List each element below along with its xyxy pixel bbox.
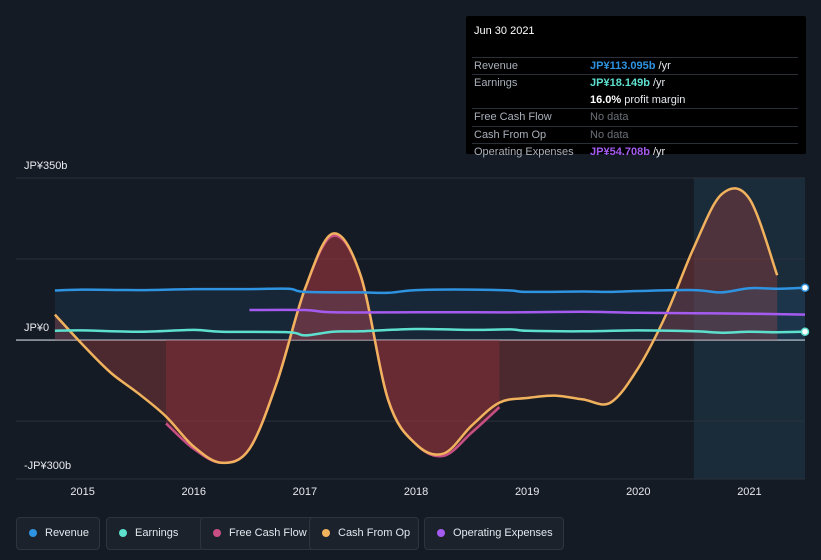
legend-label: Free Cash Flow <box>229 527 307 539</box>
revenue-dot-icon <box>29 529 37 537</box>
x-tick-label: 2016 <box>182 486 206 498</box>
y-axis-bottom-label: -JP¥300b <box>24 460 72 472</box>
operating-expenses-dot-icon <box>437 529 445 537</box>
x-tick-label: 2020 <box>626 486 650 498</box>
x-tick-label: 2015 <box>70 486 94 498</box>
tooltip-label: Free Cash Flow <box>474 111 552 123</box>
operating-expenses-line <box>249 308 806 316</box>
x-tick-label: 2019 <box>515 486 539 498</box>
cash-from-op-area <box>54 188 778 463</box>
tooltip-value: JP¥18.149b /yr <box>590 77 666 89</box>
tooltip-value: JP¥113.095b /yr <box>590 60 671 72</box>
tooltip-row-earnings: Earnings JP¥18.149b /yr <box>466 74 806 91</box>
legend-item-cash-from-op[interactable]: Cash From Op <box>309 517 419 550</box>
tooltip-value: JP¥54.708b /yr <box>590 146 666 158</box>
revenue-end-marker <box>800 283 810 292</box>
y-axis-zero-label: JP¥0 <box>24 322 50 334</box>
revenue-area <box>54 287 805 341</box>
tooltip-row-cash-from-op: Cash From Op No data <box>466 126 806 143</box>
legend-label: Revenue <box>45 527 90 539</box>
legend-label: Cash From Op <box>338 527 411 539</box>
tooltip-label: Revenue <box>474 60 519 72</box>
tooltip-value: 16.0% profit margin <box>590 94 686 106</box>
legend-label: Earnings <box>135 527 179 539</box>
tooltip-label: Earnings <box>474 77 518 89</box>
tooltip-label: Cash From Op <box>474 129 547 141</box>
free-cash-flow-dot-icon <box>213 529 221 537</box>
legend-label: Operating Expenses <box>453 527 553 539</box>
revenue-line <box>54 286 806 295</box>
legend-item-free-cash-flow[interactable]: Free Cash Flow <box>200 517 320 550</box>
y-axis-top-label: JP¥350b <box>24 160 68 172</box>
tooltip-value: No data <box>590 111 629 123</box>
tooltip-label: Operating Expenses <box>474 146 574 158</box>
x-tick-label: 2021 <box>737 486 761 498</box>
highlight-band <box>693 178 805 479</box>
tooltip-row-operating-expenses: Operating Expenses JP¥54.708b /yr <box>466 143 806 160</box>
tooltip-date: Jun 30 2021 <box>474 25 535 37</box>
x-tick-label: 2018 <box>404 486 428 498</box>
x-tick-label: 2017 <box>293 486 317 498</box>
earnings-end-marker <box>800 327 810 336</box>
data-tooltip: Jun 30 2021 Revenue JP¥113.095b /yr Earn… <box>466 16 806 158</box>
cash-from-op-line <box>53 187 779 465</box>
legend-item-earnings[interactable]: Earnings <box>106 517 204 550</box>
free-cash-flow-area <box>166 235 500 463</box>
earnings-line <box>54 327 806 337</box>
tooltip-row-margin: 16.0% profit margin <box>466 91 806 108</box>
tooltip-value: No data <box>590 129 629 141</box>
earnings-dot-icon <box>119 529 127 537</box>
cash-from-op-dot-icon <box>322 529 330 537</box>
tooltip-row-free-cash-flow: Free Cash Flow No data <box>466 108 806 125</box>
tooltip-row-revenue: Revenue JP¥113.095b /yr <box>466 57 806 74</box>
legend-item-revenue[interactable]: Revenue <box>16 517 100 550</box>
legend-item-operating-expenses[interactable]: Operating Expenses <box>424 517 564 550</box>
